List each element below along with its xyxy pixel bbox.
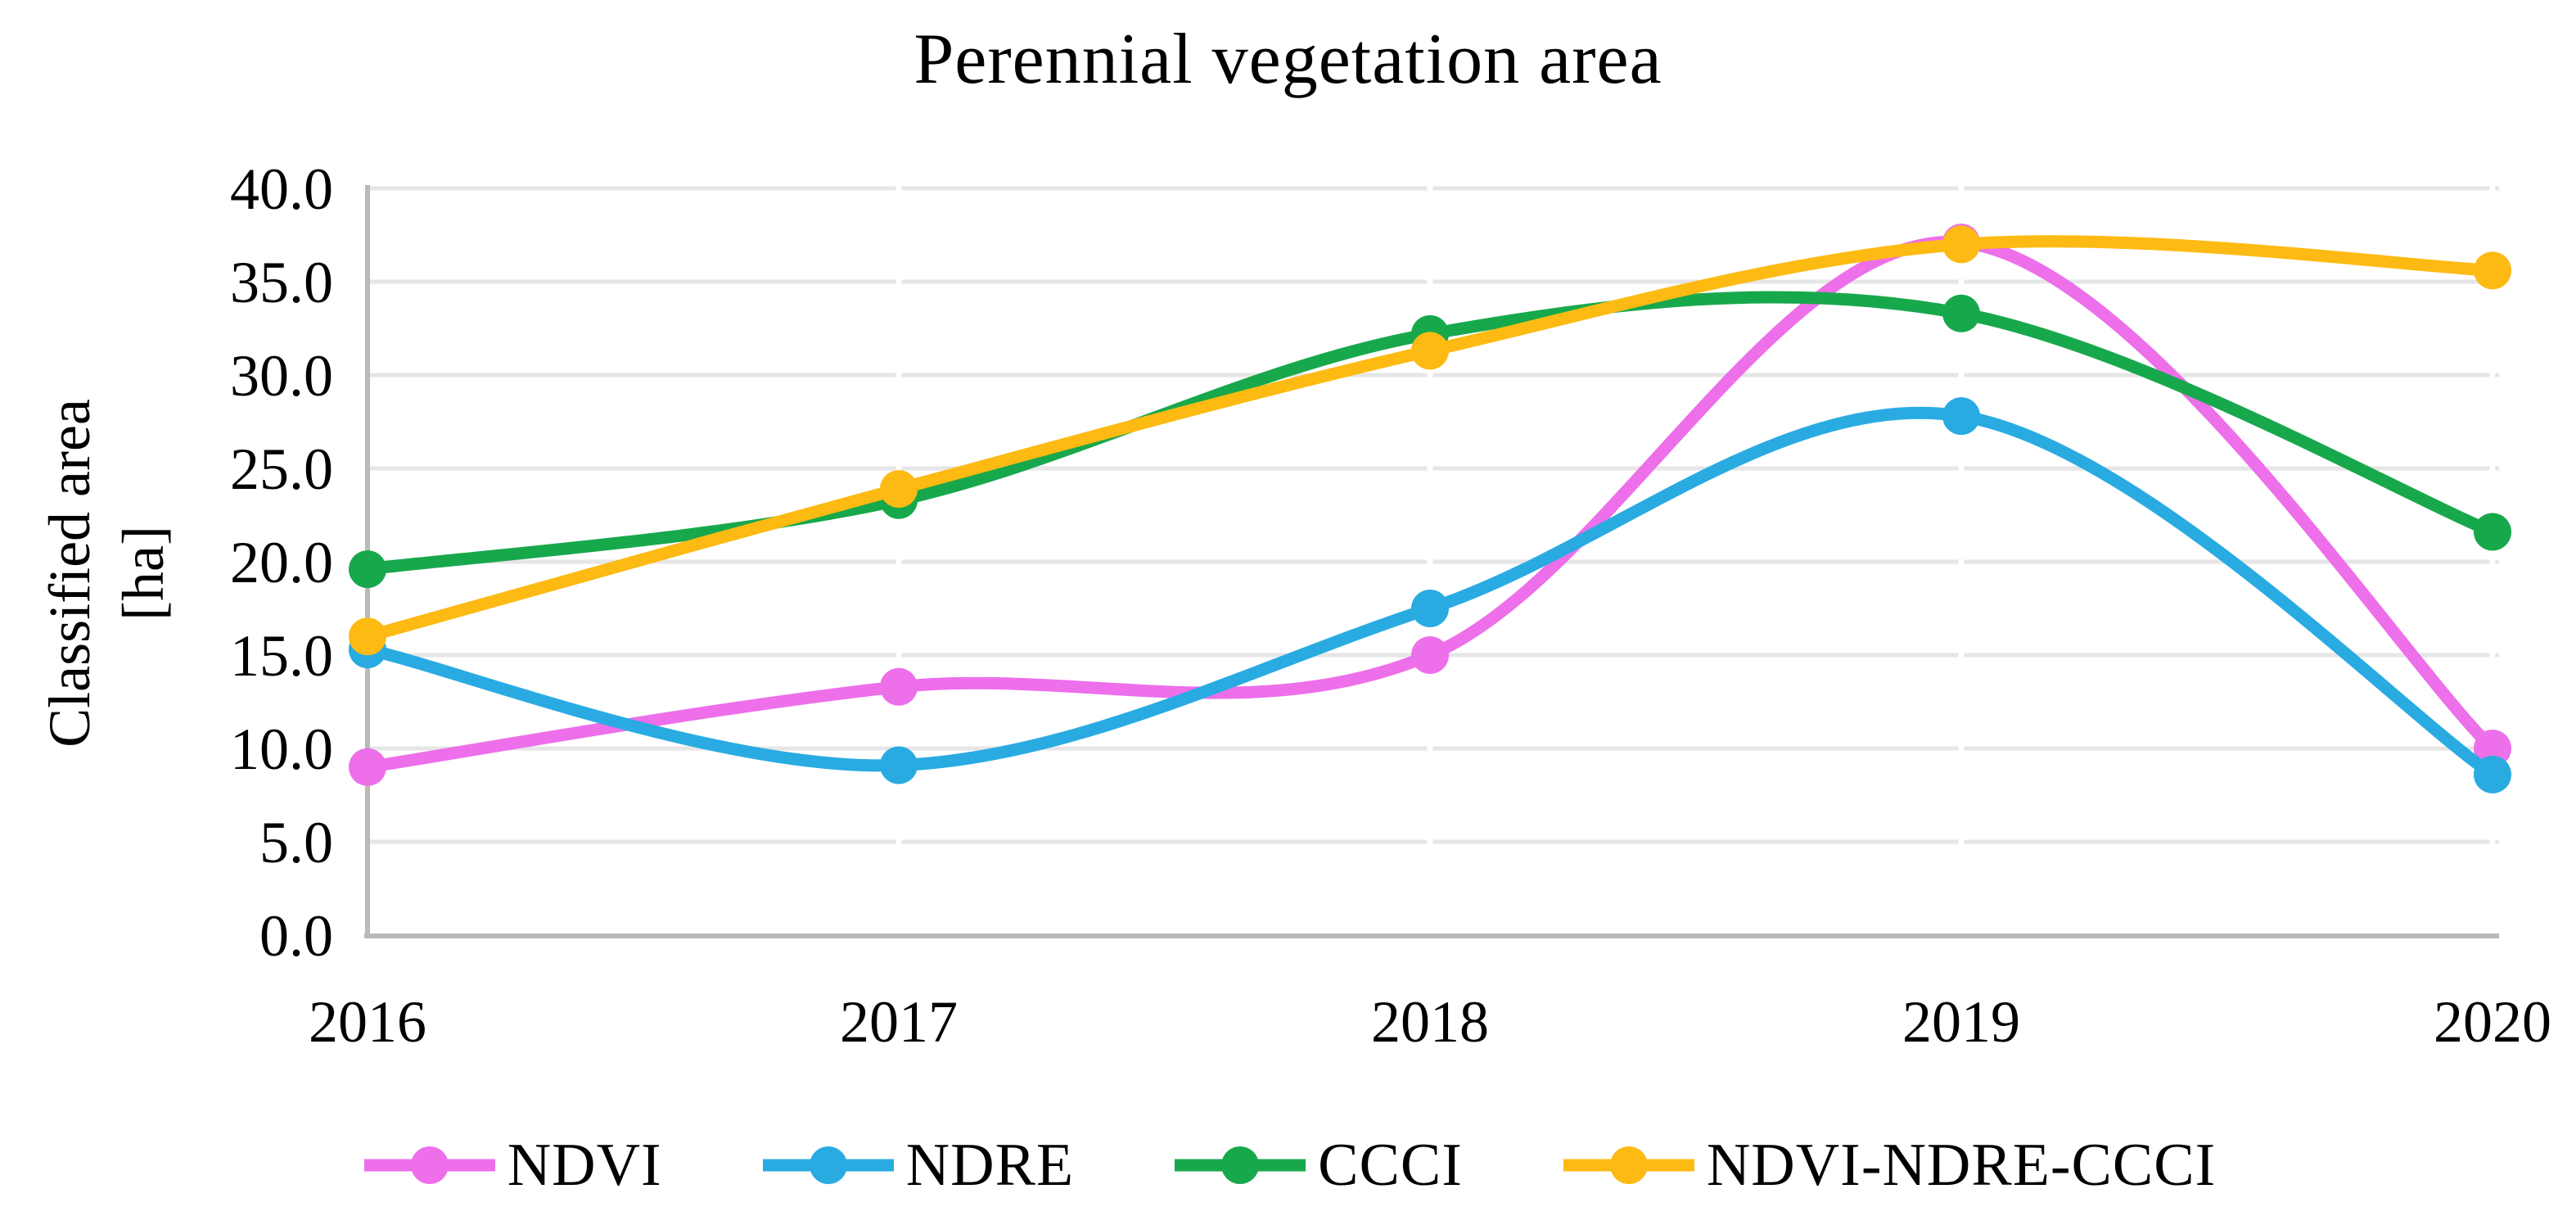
marker-NDVI-2017: [880, 667, 918, 706]
legend-dot: [1221, 1146, 1260, 1184]
x-tick-label: 2020: [2434, 989, 2551, 1055]
marker-NDVI-NDRE-CCCI-2018: [1411, 332, 1449, 370]
y-tick-label: 40.0: [230, 156, 333, 222]
y-tick-label: 25.0: [230, 436, 333, 502]
marker-NDVI-2020: [2474, 730, 2511, 767]
legend-marker-ccci-icon: [1175, 1146, 1306, 1184]
legend-label: NDRE: [905, 1131, 1075, 1199]
legend-label: NDVI-NDRE-CCCI: [1706, 1131, 2217, 1199]
marker-NDVI-2018: [1411, 636, 1449, 674]
marker-NDVI-NDRE-CCCI-2020: [2474, 251, 2511, 290]
x-tick-label: 2018: [1371, 989, 1489, 1055]
x-tick-label: 2019: [1902, 989, 2020, 1055]
y-tick-label: 5.0: [259, 810, 333, 875]
chart-title: Perennial vegetation area: [914, 20, 1662, 99]
legend-marker-ndvi-ndre-ccci-icon: [1563, 1146, 1694, 1184]
x-tick-label: 2016: [309, 989, 426, 1055]
marker-NDRE-2019: [1942, 397, 1980, 436]
legend-label: CCCI: [1318, 1131, 1463, 1199]
marker-NDVI-NDRE-CCCI-2019: [1942, 225, 1980, 264]
y-tick-label: 0.0: [259, 903, 333, 969]
legend-marker-ndvi-icon: [363, 1146, 495, 1184]
legend-item-ndvi: NDVI: [360, 1131, 662, 1200]
series-line-NDRE: [361, 406, 2499, 781]
marker-NDRE-2017: [880, 746, 918, 784]
legend-item-ndre: NDRE: [759, 1131, 1074, 1200]
marker-NDRE-2020: [2474, 755, 2511, 793]
y-tick-label: 30.0: [230, 343, 333, 409]
marker-NDRE-2018: [1411, 590, 1449, 627]
legend-label: NDVI: [507, 1131, 662, 1199]
legend-dot: [1609, 1146, 1648, 1184]
x-tick-label: 2017: [840, 989, 958, 1055]
marker-NDVI-NDRE-CCCI-2016: [349, 617, 386, 656]
marker-NDVI-NDRE-CCCI-2017: [880, 470, 918, 509]
legend-item-ccci: CCCI: [1171, 1131, 1463, 1200]
marker-NDVI-2016: [349, 748, 386, 786]
marker-CCCI-2019: [1942, 294, 1980, 332]
marker-CCCI-2020: [2474, 513, 2511, 551]
legend-dot: [809, 1146, 847, 1184]
marker-CCCI-2016: [349, 550, 386, 589]
legend: NDVI NDRE CCCI NDVI-NDRE-CCCI: [0, 1120, 2576, 1210]
y-tick-label: 15.0: [230, 623, 333, 689]
legend-marker-ndre-icon: [762, 1146, 894, 1184]
y-tick-label: 35.0: [230, 250, 333, 315]
y-tick-label: 20.0: [230, 530, 333, 595]
y-tick-label: 10.0: [230, 716, 333, 782]
legend-item-ndvi-ndre-ccci: NDVI-NDRE-CCCI: [1559, 1131, 2216, 1200]
legend-dot: [410, 1146, 449, 1184]
